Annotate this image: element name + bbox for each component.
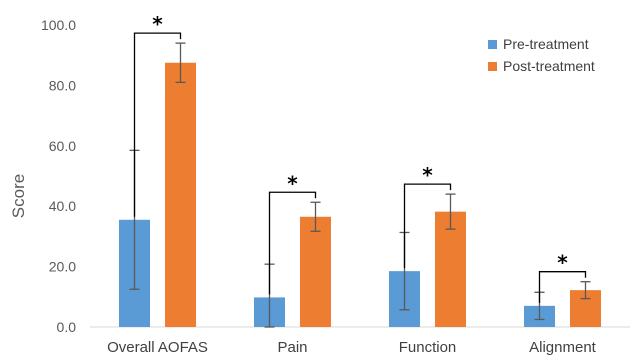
significance-bracket — [268, 191, 317, 295]
y-axis-title: Score — [9, 174, 28, 218]
legend-label: Post-treatment — [503, 58, 595, 74]
category-group: * Function — [389, 163, 466, 355]
category-group: * Pain — [254, 171, 331, 355]
x-category-label: Overall AOFAS — [107, 339, 208, 355]
y-tick-label: 40.0 — [49, 198, 76, 214]
x-category-label: Alignment — [529, 339, 597, 355]
y-tick-label: 0.0 — [57, 319, 77, 335]
legend-item: Post-treatment — [488, 58, 595, 74]
category-group: * Overall AOFAS — [107, 12, 208, 355]
significance-bracket — [538, 271, 587, 303]
legend-swatch-post — [488, 62, 497, 71]
significance-star: * — [422, 163, 433, 187]
x-category-label: Pain — [277, 339, 307, 355]
legend-swatch-pre — [488, 40, 497, 49]
significance-bracket — [133, 32, 182, 217]
bracket-line — [133, 32, 182, 217]
y-tick-label: 80.0 — [49, 77, 76, 93]
bracket-line — [268, 191, 317, 295]
significance-bracket — [403, 183, 452, 269]
error-bar — [445, 193, 456, 230]
error-bar — [580, 281, 591, 300]
significance-star: * — [152, 12, 163, 36]
significance-star: * — [557, 251, 568, 275]
post-treatment-bar — [300, 216, 331, 327]
legend-label: Pre-treatment — [503, 36, 589, 52]
bracket-line — [538, 271, 587, 303]
significance-star: * — [287, 171, 298, 195]
x-category-label: Function — [399, 339, 457, 355]
y-axis: 0.0 20.0 40.0 60.0 80.0 100.0 — [41, 17, 76, 335]
legend: Pre-treatment Post-treatment — [488, 36, 595, 74]
error-bar — [310, 201, 321, 232]
post-treatment-bar — [435, 211, 466, 327]
post-treatment-bar — [165, 62, 196, 327]
y-tick-label: 60.0 — [49, 138, 76, 154]
bracket-line — [403, 183, 452, 269]
plot-area: * Overall AOFAS * Pain * Function * Alignment — [90, 12, 630, 355]
legend-item: Pre-treatment — [488, 36, 589, 52]
y-tick-label: 100.0 — [41, 17, 76, 33]
y-tick-label: 20.0 — [49, 259, 76, 275]
category-group: * Alignment — [524, 251, 601, 355]
error-bar — [175, 42, 186, 84]
